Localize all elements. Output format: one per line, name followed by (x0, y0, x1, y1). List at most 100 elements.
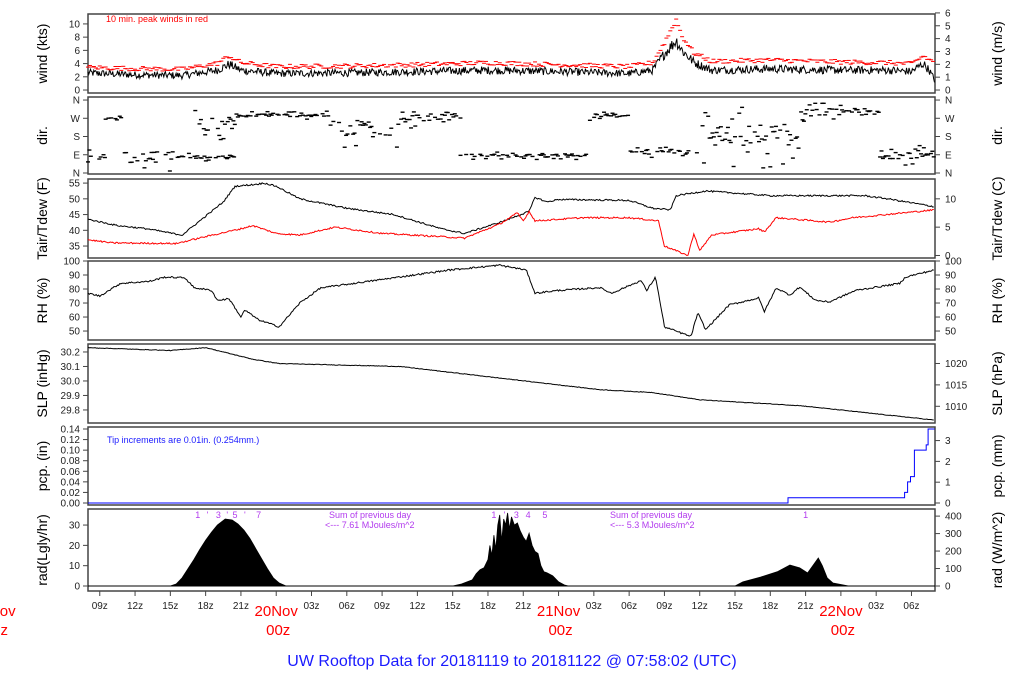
panel-frame-rad (87, 508, 936, 592)
y-axis-title-pcp: pcp. (in) (34, 441, 50, 492)
chart-title: UW Rooftop Data for 20181119 to 20181122… (287, 653, 736, 670)
y-right-tick-label-dir: S (945, 132, 952, 143)
radiation-hour-mark: 3 (216, 510, 221, 520)
y-right-tick-label-slp: 1015 (945, 380, 968, 391)
radiation-hour-mark: 5 (542, 510, 547, 520)
rad-sum-note-1-line2: <--- 7.61 MJoules/m^2 (325, 520, 415, 530)
y-tick-label-wind: 6 (74, 46, 80, 57)
day-hour-label: 00z (831, 622, 855, 639)
temp-series-line-tair (87, 182, 934, 237)
panel-frame-dir (87, 96, 936, 175)
y-right-tick-label-rad: 300 (945, 529, 962, 540)
y-tick-label-slp: 30.1 (61, 362, 81, 373)
plot-area-slp (87, 346, 934, 421)
radiation-hour-mark: ' (226, 510, 228, 520)
time-tick-label: 18z (198, 601, 214, 612)
y-tick-label-temp: 55 (69, 179, 81, 190)
wind-peak-note: 10 min. peak winds in red (106, 14, 208, 24)
y-tick-label-slp: 30.2 (61, 347, 81, 358)
y-axis-title-slp: SLP (inHg) (34, 349, 50, 417)
y-right-tick-label-wind: 1 (945, 73, 951, 84)
temp-series-line-tdew (87, 208, 934, 257)
y-tick-label-slp: 29.8 (61, 405, 81, 416)
y-tick-label-pcp: 0.06 (61, 467, 81, 478)
y-axis-title-wind: wind (kts) (34, 24, 50, 85)
time-tick-label: 18z (762, 601, 778, 612)
y-right-tick-label-rh: 60 (945, 313, 957, 324)
y-tick-label-pcp: 0.10 (61, 446, 81, 457)
slp-series-line (87, 346, 934, 421)
y-axis-title-temp: Tair/Tdew (F) (34, 177, 50, 259)
panel-frame-wind (87, 13, 936, 94)
time-tick-label: 21z (798, 601, 814, 612)
y-tick-label-pcp: 0.12 (61, 435, 81, 446)
radiation-hour-mark: 7 (256, 510, 261, 520)
panel-wind: 0 2 4 6 8 10 0 1 2 3 4 5 6 wind (kts) wind (m/s) (34, 8, 1005, 96)
y-right-tick-label-pcp: 1 (945, 478, 951, 489)
day-label: 19Nov (0, 603, 16, 620)
y-right-tick-label-slp: 1010 (945, 402, 968, 413)
y-tick-label-temp: 40 (69, 226, 81, 237)
time-tick-label: 12z (127, 601, 143, 612)
day-label: 21Nov (537, 603, 581, 620)
panel-temp: 35 40 45 50 55 0 5 10 Tair/Tdew (F) Tair/Tdew (C) (34, 176, 1005, 261)
y-tick-label-wind: 8 (74, 33, 80, 44)
radiation-hour-mark: 3 (514, 510, 519, 520)
time-tick-label: 15z (727, 601, 743, 612)
y-right-tick-label-dir: W (945, 114, 955, 125)
y-tick-label-rad: 10 (69, 561, 81, 572)
y-tick-label-pcp: 0.00 (61, 498, 81, 509)
rad-sum-note-2-line2: <--- 5.3 MJoules/m^2 (610, 520, 695, 530)
time-axis: 09z 12z 15z 18z 21z 03z 06z 09z 12z 15z 18z 21z 03z 0… (0, 591, 920, 639)
y-right-tick-label-temp: 0 (945, 251, 951, 262)
y-right-tick-label-rh: 70 (945, 299, 957, 310)
panel-frame-pcp (87, 426, 936, 506)
y-right-tick-label-temp: 10 (945, 194, 957, 205)
rad-sum-note-1-line1: Sum of previous day (329, 510, 412, 520)
y-right-tick-label-rad: 100 (945, 564, 962, 575)
panel-frame-rh (87, 260, 936, 341)
y-axis-title-right-temp: Tair/Tdew (C) (989, 176, 1005, 260)
y-right-tick-label-pcp: 3 (945, 436, 951, 447)
pcp-series-line (88, 428, 935, 504)
y-tick-label-pcp: 0.08 (61, 456, 81, 467)
y-tick-label-slp: 29.9 (61, 391, 81, 402)
y-axis-title-right-pcp: pcp. (mm) (989, 435, 1005, 498)
radiation-hour-mark: 4 (526, 510, 531, 520)
day-hour-label: 00z (266, 622, 290, 639)
y-tick-label-dir: N (73, 96, 80, 107)
y-right-tick-label-wind: 0 (945, 86, 951, 97)
time-tick-label: 03z (868, 601, 884, 612)
time-tick-label: 15z (162, 601, 178, 612)
y-right-tick-label-wind: 2 (945, 60, 951, 71)
y-right-tick-label-rh: 50 (945, 327, 957, 338)
time-tick-label: 18z (480, 601, 496, 612)
panel-pcp: 0.000.020.040.060.080.100.120.14 0 1 2 3 pcp.… (34, 425, 1005, 510)
plot-area-wind (86, 18, 936, 83)
time-tick-label: 12z (409, 601, 425, 612)
radiation-area-day-3 (733, 557, 849, 587)
y-right-tick-label-wind: 5 (945, 21, 951, 32)
y-axis-title-right-rad: rad (W/m^2) (989, 512, 1005, 589)
y-tick-label-slp: 30.0 (61, 376, 81, 387)
y-tick-label-rad: 0 (74, 582, 80, 593)
y-tick-label-rh: 50 (69, 327, 81, 338)
plot-area-rad: 1 ' 3 ' 5 ' 7 1 ' 3 4 5 1 (88, 510, 935, 587)
y-tick-label-dir: N (73, 168, 80, 179)
day-hour-label: 00z (0, 622, 8, 639)
radiation-hour-mark: 1 (803, 510, 808, 520)
radiation-area-day-1 (170, 518, 287, 587)
radiation-area-day-2 (452, 512, 569, 587)
y-right-tick-label-pcp: 0 (945, 498, 951, 509)
radiation-hour-mark: ' (207, 510, 209, 520)
y-right-tick-label-rh: 90 (945, 271, 957, 282)
day-hour-label: 00z (548, 622, 572, 639)
time-tick-label: 12z (692, 601, 708, 612)
time-tick-label: 09z (92, 601, 108, 612)
y-tick-label-wind: 10 (69, 19, 81, 30)
y-tick-label-rad: 20 (69, 541, 81, 552)
plot-area-dir (86, 102, 936, 172)
y-right-tick-label-rh: 100 (945, 257, 962, 268)
